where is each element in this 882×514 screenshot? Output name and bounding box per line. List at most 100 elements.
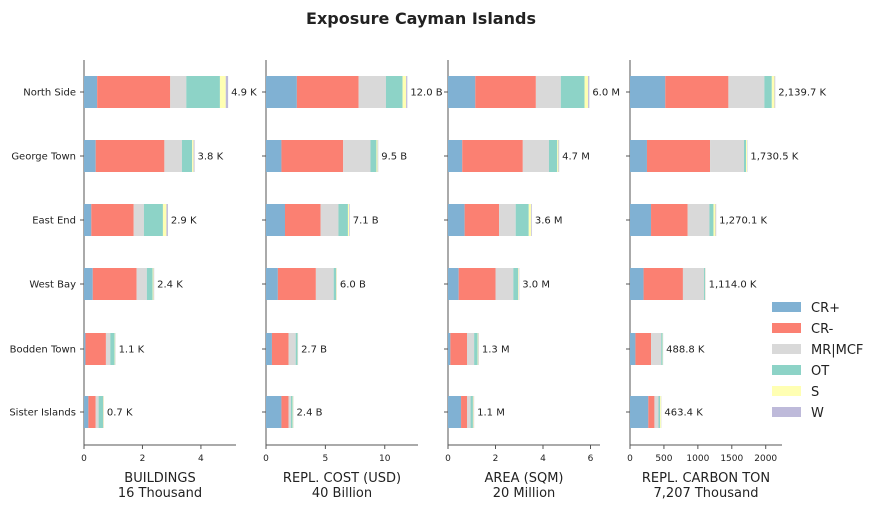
value-label-north-side: 12.0 B	[410, 88, 442, 99]
y-tick-label-bodden-town: Bodden Town	[10, 345, 76, 356]
bar-north-side-s	[403, 76, 407, 108]
value-label-west-bay: 1,114.0 K	[709, 280, 757, 291]
bar-west-bay-w	[154, 268, 155, 300]
bar-north-side-mr-mcf	[728, 76, 764, 108]
bar-sister-islands-cr	[281, 396, 288, 428]
bar-george-town-mr-mcf	[343, 140, 370, 172]
legend-label-ot: OT	[811, 364, 829, 379]
legend-swatch-mr-mcf	[772, 344, 801, 354]
bar-north-side-ot	[561, 76, 585, 108]
bar-east-end-cr	[84, 204, 91, 236]
bar-north-side-cr	[475, 76, 536, 108]
bar-george-town-w	[194, 140, 195, 172]
x-axis-label: REPL. CARBON TON	[642, 471, 770, 486]
bar-bodden-town-cr	[266, 333, 272, 365]
value-label-west-bay: 6.0 B	[340, 280, 366, 291]
bar-george-town-cr	[647, 140, 710, 172]
bar-east-end-ot	[516, 204, 529, 236]
bar-sister-islands-ot	[659, 396, 661, 428]
value-label-east-end: 1,270.1 K	[719, 216, 767, 227]
bar-west-bay-cr	[93, 268, 137, 300]
bar-george-town-ot	[371, 140, 377, 172]
panel-1: North Side George Town East End West Bay Bod…	[9, 60, 257, 501]
bar-east-end-ot	[338, 204, 348, 236]
y-tick-label-north-side: North Side	[23, 88, 76, 99]
legend-swatch-cr	[772, 302, 801, 312]
bar-north-side-s	[585, 76, 589, 108]
bar-north-side-mr-mcf	[536, 76, 561, 108]
bar-sister-islands-s	[473, 396, 474, 428]
bar-east-end-mr-mcf	[134, 204, 144, 236]
x-tick-label: 1000	[686, 454, 709, 464]
bar-east-end-cr	[651, 204, 688, 236]
bar-sister-islands-cr	[266, 396, 281, 428]
value-label-sister-islands: 1.1 M	[477, 408, 505, 419]
bar-east-end-w	[716, 204, 717, 236]
x-tick-label: 6	[588, 454, 594, 464]
bar-george-town-w	[378, 140, 379, 172]
bar-west-bay-mr-mcf	[316, 268, 334, 300]
bar-north-side-s	[772, 76, 775, 108]
bar-north-side-cr	[266, 76, 297, 108]
legend-label-mr-mcf: MR|MCF	[811, 343, 863, 358]
bar-north-side-cr	[665, 76, 728, 108]
bar-east-end-w	[531, 204, 532, 236]
value-label-north-side: 4.9 K	[231, 88, 257, 99]
value-label-bodden-town: 1.3 M	[482, 345, 510, 356]
bar-north-side-s	[220, 76, 226, 108]
bar-bodden-town-cr	[450, 333, 467, 365]
y-tick-label-west-bay: West Bay	[29, 280, 76, 291]
bar-george-town-cr	[462, 140, 523, 172]
bar-george-town-cr	[281, 140, 343, 172]
bar-sister-islands-s	[293, 396, 294, 428]
x-tick-label: 0	[263, 454, 269, 464]
x-axis-sublabel: 40 Billion	[312, 486, 372, 501]
bar-north-side-cr	[448, 76, 475, 108]
x-tick-label: 0	[445, 454, 451, 464]
value-label-sister-islands: 0.7 K	[107, 408, 133, 419]
bar-west-bay-mr-mcf	[137, 268, 147, 300]
bar-east-end-w	[349, 204, 350, 236]
bar-bodden-town-ot	[110, 333, 114, 365]
bar-west-bay-cr	[630, 268, 644, 300]
bar-george-town-w	[558, 140, 559, 172]
value-label-george-town: 1,730.5 K	[750, 152, 798, 163]
bar-east-end-s	[163, 204, 167, 236]
x-axis-label: BUILDINGS	[124, 471, 195, 486]
bar-west-bay-ot	[704, 268, 705, 300]
bar-bodden-town-cr	[635, 333, 651, 365]
bar-east-end-cr	[465, 204, 499, 236]
bar-bodden-town-ot	[474, 333, 478, 365]
bar-bodden-town-mr-mcf	[289, 333, 296, 365]
bar-george-town-ot	[182, 140, 192, 172]
bar-east-end-cr	[266, 204, 285, 236]
bar-west-bay-s	[336, 268, 337, 300]
bar-bodden-town-s	[115, 333, 116, 365]
bar-east-end-s	[529, 204, 531, 236]
x-axis-sublabel: 7,207 Thousand	[654, 486, 759, 501]
bar-north-side-w	[226, 76, 228, 108]
x-tick-label: 0	[627, 454, 633, 464]
bar-east-end-ot	[709, 204, 713, 236]
x-tick-label: 2	[493, 454, 499, 464]
bar-sister-islands-cr	[630, 396, 648, 428]
value-label-east-end: 7.1 B	[353, 216, 379, 227]
value-label-bodden-town: 1.1 K	[119, 345, 145, 356]
bar-sister-islands-cr	[461, 396, 467, 428]
y-tick-label-george-town: George Town	[11, 152, 76, 163]
y-tick-label-sister-islands: Sister Islands	[9, 408, 76, 419]
bar-west-bay-cr	[84, 268, 93, 300]
value-label-west-bay: 3.0 M	[522, 280, 550, 291]
x-tick-label: 500	[655, 454, 672, 464]
bar-west-bay-ot	[513, 268, 518, 300]
y-tick-label-east-end: East End	[32, 216, 76, 227]
bar-west-bay-mr-mcf	[683, 268, 704, 300]
bar-george-town-s	[192, 140, 193, 172]
value-label-sister-islands: 2.4 B	[297, 408, 323, 419]
bar-sister-islands-mr-mcf	[467, 396, 471, 428]
bar-george-town-mr-mcf	[523, 140, 549, 172]
bar-east-end-s	[348, 204, 349, 236]
